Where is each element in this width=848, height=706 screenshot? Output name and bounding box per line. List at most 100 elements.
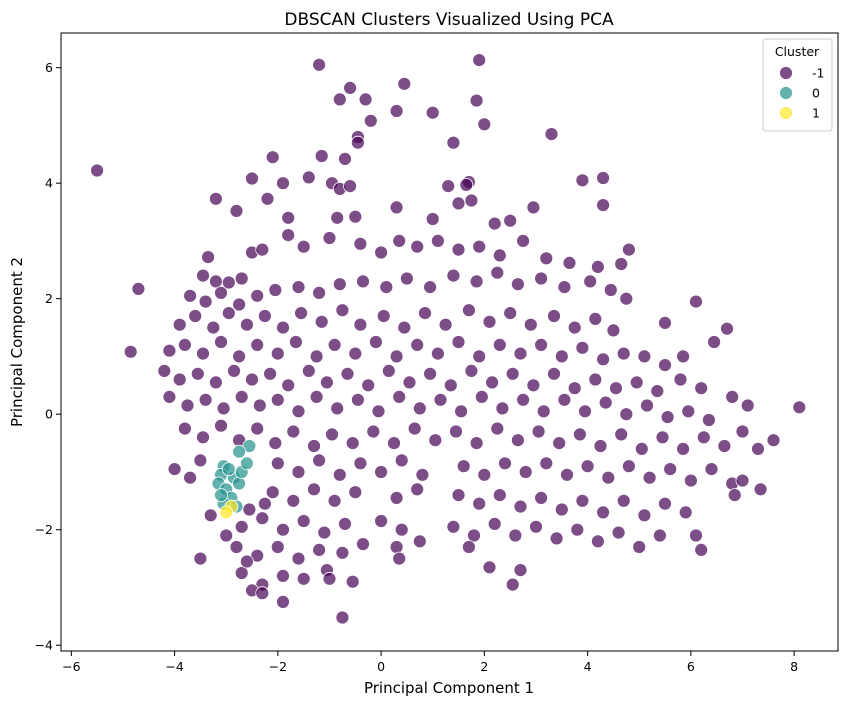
scatter-point-cluster--1-282 (727, 488, 742, 503)
scatter-point-cluster--1-64 (516, 233, 530, 248)
scatter-point-cluster--1-68 (614, 257, 629, 271)
scatter-point-cluster--1-243 (374, 465, 389, 479)
scatter-point-cluster--1-219 (449, 424, 463, 439)
scatter-point-cluster--1-151 (208, 375, 223, 390)
scatter-point-cluster--1-8 (397, 76, 412, 91)
scatter-point-cluster--1-44 (503, 213, 518, 228)
scatter-point-cluster--1-65 (539, 251, 554, 266)
scatter-point-cluster--1-207 (214, 418, 228, 433)
scatter-point-cluster-0-5 (232, 476, 247, 491)
scatter-point-cluster--1-255 (642, 470, 657, 485)
scatter-point-cluster--1-318 (505, 577, 520, 592)
scatter-point-cluster--1-331 (322, 571, 337, 586)
scatter-point-cluster--1-221 (490, 421, 505, 436)
scatter-point-cluster--1-37 (260, 191, 275, 206)
scatter-point-cluster--1-273 (554, 502, 569, 517)
scatter-point-cluster--1-261 (265, 485, 280, 500)
scatter-point-cluster--1-150 (190, 366, 205, 381)
scatter-point-cluster--1-249 (518, 465, 533, 479)
scatter-point-cluster--1-48 (208, 274, 223, 289)
scatter-point-cluster--1-241 (332, 467, 347, 482)
scatter-point-cluster--1-47 (196, 268, 210, 283)
scatter-point-cluster--1-257 (684, 473, 698, 488)
scatter-point-cluster--1-66 (562, 255, 577, 270)
scatter-point-cluster--1-266 (389, 490, 404, 505)
scatter-point-cluster--1-322 (276, 569, 290, 583)
scatter-point-cluster--1-158 (340, 366, 355, 381)
y-tick-label: 0 (45, 407, 53, 422)
scatter-point-cluster--1-213 (325, 427, 339, 442)
scatter-point-cluster--1-195 (516, 392, 530, 407)
scatter-point-cluster--1-75 (268, 283, 283, 297)
scatter-point-cluster--1-293 (467, 528, 481, 543)
legend-label-cluster-0: 0 (812, 86, 820, 101)
scatter-point-cluster--1-169 (567, 381, 582, 396)
y-tick-label: 2 (45, 291, 53, 306)
x-tick-label: −6 (62, 659, 80, 674)
scatter-point-cluster--1-116 (588, 311, 603, 326)
scatter-point-cluster--1-36 (229, 203, 244, 218)
scatter-point-cluster--1-180 (216, 401, 231, 416)
scatter-point-cluster--1-43 (425, 212, 440, 226)
scatter-point-cluster--1-49 (221, 275, 236, 290)
scatter-point-cluster--1-55 (322, 231, 337, 245)
scatter-point-cluster--1-31 (596, 171, 610, 185)
scatter-point-cluster--1-308 (270, 540, 285, 554)
scatter-point-cluster--1-231 (696, 430, 711, 445)
scatter-point-cluster--1-270 (492, 488, 507, 503)
scatter-point-cluster--1-191 (433, 392, 448, 407)
scatter-point-cluster--1-148 (157, 363, 172, 378)
scatter-point-cluster--1-222 (511, 433, 525, 448)
scatter-point-cluster--1-53 (281, 228, 296, 243)
scatter-point-cluster--1-163 (443, 378, 458, 393)
scatter-point-cluster--1-60 (430, 233, 445, 248)
scatter-point-cluster--1-226 (593, 439, 608, 453)
x-tick-label: 2 (480, 659, 488, 674)
scatter-point-cluster--1-121 (177, 337, 192, 352)
legend-marker-cluster--1 (779, 66, 793, 80)
scatter-point-cluster--1-313 (389, 540, 404, 554)
scatter-point-cluster--1-117 (606, 323, 621, 338)
scatter-point-cluster--1-127 (288, 335, 303, 349)
scatter-point-cluster--1-84 (469, 274, 484, 289)
scatter-point-cluster--1-164 (464, 363, 479, 378)
scatter-point-cluster--1-3 (312, 57, 327, 72)
scatter-point-cluster--1-138 (513, 346, 528, 361)
scatter-point-cluster--1-329 (335, 610, 350, 625)
scatter-point-cluster--1-90 (603, 283, 618, 297)
scatter-point-cluster--1-252 (580, 459, 595, 474)
scatter-point-cluster--1-229 (655, 430, 670, 445)
scatter-point-cluster--1-330 (239, 554, 254, 569)
scatter-point-cluster--1-211 (286, 424, 301, 439)
scatter-point-cluster--1-126 (270, 346, 285, 361)
scatter-point-cluster--1-63 (492, 248, 507, 263)
scatter-point-cluster--1-99 (239, 317, 254, 332)
scatter-point-cluster--1-212 (307, 439, 321, 453)
scatter-point-cluster--1-242 (353, 456, 368, 471)
scatter-point-cluster--1-199 (598, 395, 613, 410)
scatter-point-cluster--1-244 (394, 453, 409, 468)
scatter-point-cluster--1-299 (591, 534, 605, 549)
scatter-point-cluster--1-67 (591, 259, 605, 274)
scatter-point-cluster--1-85 (490, 265, 505, 280)
scatter-point-cluster--1-278 (658, 496, 672, 511)
scatter-point-cluster--1-300 (611, 525, 626, 540)
scatter-point-cluster--1-17 (350, 135, 365, 150)
scatter-point-cluster--1-196 (536, 404, 551, 419)
scatter-point-cluster--1-290 (374, 514, 389, 528)
scatter-point-cluster--1-315 (412, 534, 427, 549)
scatter-point-cluster--1-52 (255, 242, 270, 257)
scatter-point-cluster--1-288 (317, 525, 332, 540)
legend-label-cluster--1: -1 (812, 66, 824, 81)
scatter-point-cluster--1-248 (498, 456, 512, 471)
scatter-point-cluster--1-73 (232, 297, 247, 312)
scatter-point-cluster--1-146 (673, 372, 688, 387)
scatter-point-cluster--1-258 (704, 462, 719, 477)
scatter-point-cluster-0-10 (232, 444, 247, 459)
legend-title: Cluster (775, 44, 820, 59)
scatter-point-cluster--1-323 (296, 571, 311, 586)
scatter-point-cluster--1-160 (381, 363, 396, 378)
scatter-point-cluster--1-319 (513, 563, 528, 577)
scatter-point-cluster--1-104 (335, 303, 350, 318)
scatter-point-cluster--1-181 (234, 389, 249, 404)
